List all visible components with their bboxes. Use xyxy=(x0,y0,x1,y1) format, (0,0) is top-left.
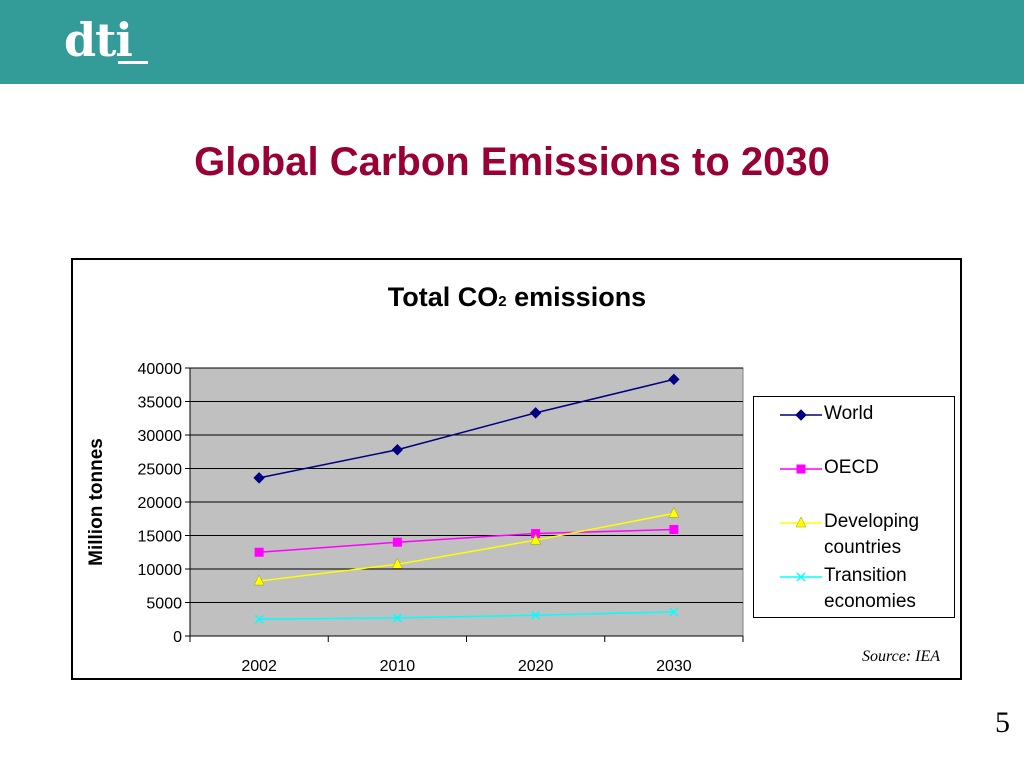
y-tick-label-7: 35000 xyxy=(138,395,183,412)
chart-legend: World OECD Developing countries Transition … xyxy=(753,396,955,618)
chart-title-main: Total CO xyxy=(387,282,499,312)
legend-key-marker-world xyxy=(795,409,807,421)
legend-key-transition-economies xyxy=(780,572,822,582)
point-transition-economies-2020 xyxy=(531,610,541,620)
point-transition-economies-2002-stroke-b xyxy=(254,614,264,624)
point-transition-economies-2020-stroke-b xyxy=(531,610,541,620)
x-tick-label-2030: 2030 xyxy=(656,658,692,675)
x-tick-label-2002: 2002 xyxy=(241,658,277,675)
point-developing-countries-2020 xyxy=(530,533,542,545)
legend-label-transition-economies: Transition economies xyxy=(824,565,916,612)
legend-label-world: World xyxy=(824,403,874,424)
point-transition-economies-2030-stroke-b xyxy=(669,607,679,617)
y-tick-label-3: 15000 xyxy=(138,529,183,546)
legend-key-marker-developing-countries xyxy=(795,516,807,528)
page-number: 5 xyxy=(995,706,1010,739)
point-transition-economies-2010-stroke-b xyxy=(392,613,402,623)
legend-key-developing-countries xyxy=(780,516,822,528)
y-tick-label-0: 0 xyxy=(173,629,182,646)
point-transition-economies-2002 xyxy=(254,614,264,624)
point-transition-economies-2030 xyxy=(669,607,679,617)
x-tick-label-2010: 2010 xyxy=(380,658,416,675)
point-oecd-2002 xyxy=(254,547,264,557)
point-world-2002 xyxy=(253,472,265,484)
point-developing-countries-2030 xyxy=(668,506,680,518)
y-tick-label-4: 20000 xyxy=(138,495,183,512)
y-tick-label-5: 25000 xyxy=(138,462,183,479)
series-line-world xyxy=(258,378,675,479)
x-tick-label-2020: 2020 xyxy=(518,658,554,675)
chart-title-suffix: emissions xyxy=(506,282,647,312)
point-developing-countries-2002 xyxy=(253,574,265,586)
point-transition-economies-2010 xyxy=(392,613,402,623)
dti-logo: dti xyxy=(64,13,133,67)
legend-key-marker-transition-economies xyxy=(796,572,806,582)
y-axis-label: Million tonnes xyxy=(86,438,107,566)
header-bar: dti xyxy=(0,0,1024,84)
legend-key-oecd xyxy=(780,464,822,474)
y-tick-label-2: 10000 xyxy=(138,562,183,579)
slide-title: Global Carbon Emissions to 2030 xyxy=(194,140,830,184)
y-tick-label-1: 5000 xyxy=(146,596,182,613)
legend-key-marker-oecd xyxy=(796,464,806,474)
legend-key-marker-transition-economies-stroke-b xyxy=(796,572,806,582)
chart-title-subscript: 2 xyxy=(498,293,507,310)
point-developing-countries-2010 xyxy=(391,557,403,569)
point-oecd-2030 xyxy=(669,524,679,534)
y-tick-label-6: 30000 xyxy=(138,428,183,445)
series-line-developing-countries xyxy=(259,512,675,582)
logo-underline xyxy=(118,61,148,64)
series-line-transition-economies xyxy=(259,611,674,620)
source-note: Source: IEA xyxy=(861,648,940,665)
point-world-2010 xyxy=(391,444,404,456)
series-line-oecd xyxy=(259,528,674,553)
legend-label-oecd: OECD xyxy=(824,457,879,478)
chart-title: Total CO2 emissions xyxy=(0,280,1024,319)
legend-key-world xyxy=(780,409,822,421)
point-oecd-2010 xyxy=(392,537,402,547)
point-world-2030 xyxy=(668,373,680,386)
legend-label-developing-countries: Developing countries xyxy=(824,511,920,558)
point-world-2020 xyxy=(529,407,542,419)
y-tick-label-8: 40000 xyxy=(138,361,183,378)
